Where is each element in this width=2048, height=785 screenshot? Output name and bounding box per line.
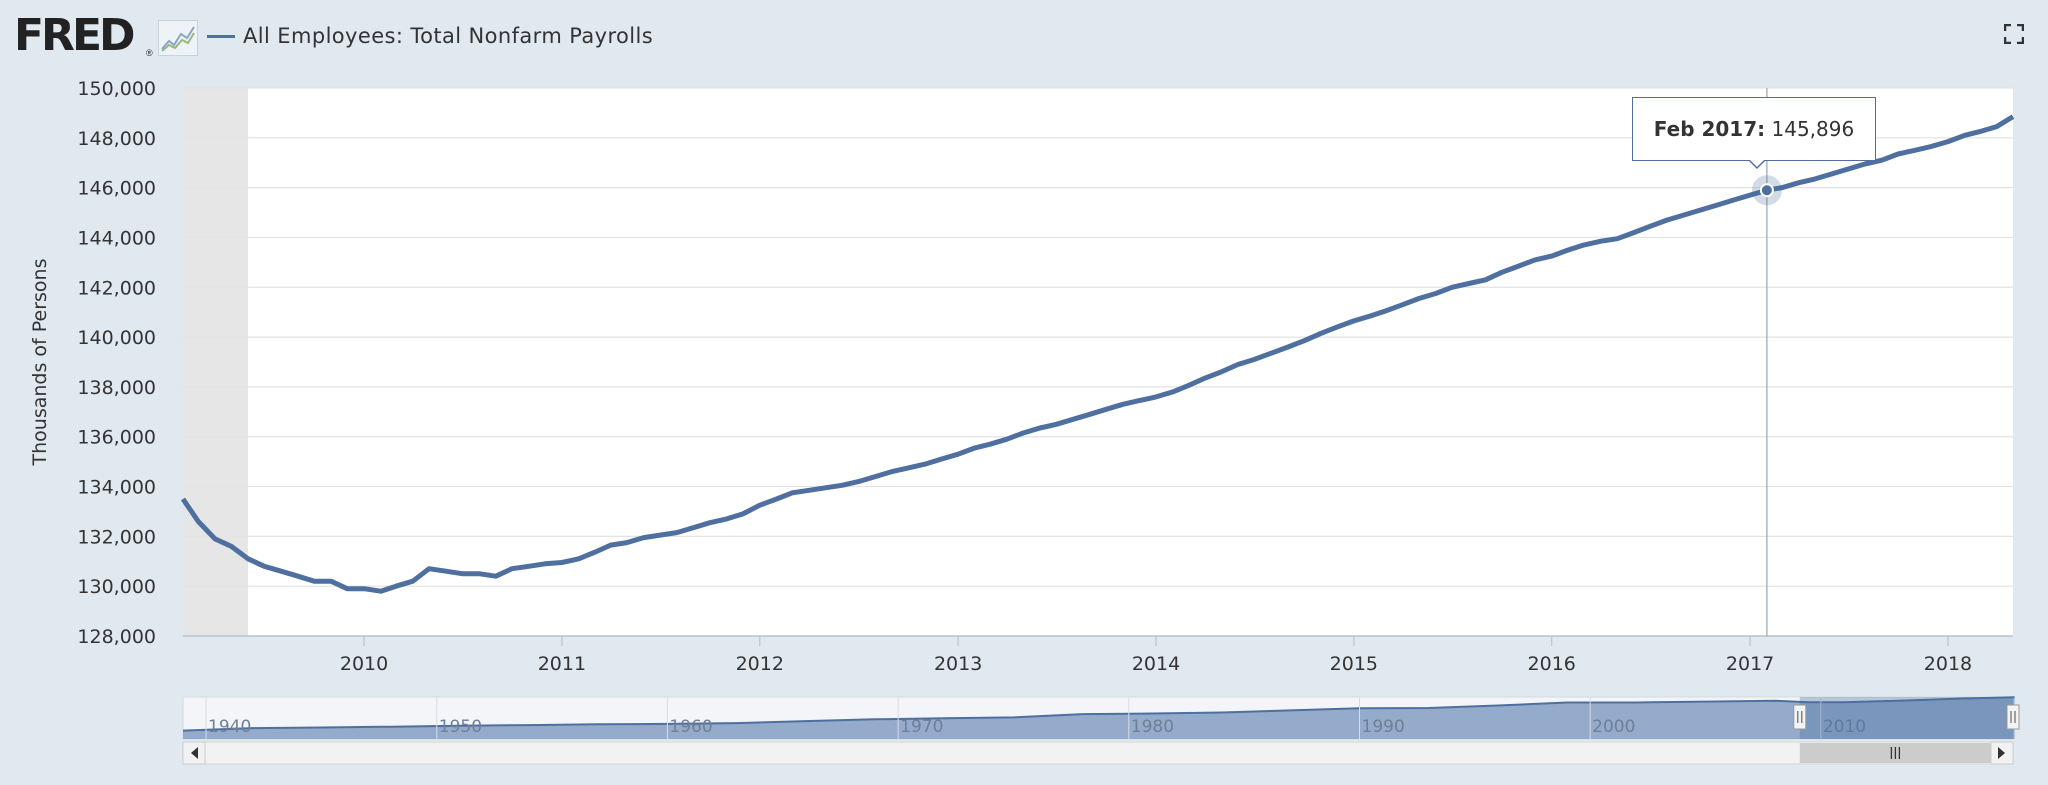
series-title: All Employees: Total Nonfarm Payrolls [243,24,654,48]
scrollbar-thumb[interactable] [1799,743,1991,763]
navigator-left-handle[interactable] [1793,704,1807,730]
navigator-tick-label: 1960 [669,717,712,737]
recession-shading [183,88,249,636]
x-tick-label: 2013 [934,653,982,675]
navigator-tick-label: 2000 [1592,717,1635,737]
y-tick-label: 146,000 [77,178,156,200]
y-tick-label: 134,000 [77,477,156,499]
y-tick-label: 128,000 [77,626,156,648]
navigator-selection[interactable] [1793,697,2020,739]
legend-series-line [207,35,235,38]
arrow-right-icon [1998,747,2005,759]
navigator-tick-label: 1980 [1131,717,1174,737]
line-graph-icon [158,20,198,56]
y-tick-label: 132,000 [77,526,156,548]
navigator-selected-range[interactable] [1799,697,2013,739]
y-tick-label: 150,000 [77,78,156,100]
chart-header: FRED ® All Employees: Total Nonfarm Payr… [0,0,2048,72]
navigator-series [182,696,2015,739]
navigator-tick-label: 1950 [439,717,482,737]
fred-logo[interactable]: FRED [14,10,136,61]
x-tick-label: 2017 [1726,653,1774,675]
y-axis-label: Thousands of Persons [29,259,51,467]
fullscreen-icon[interactable] [2003,23,2025,45]
x-tick-label: 2018 [1924,653,1972,675]
x-tick-label: 2012 [736,653,784,675]
navigator-right-handle[interactable] [2006,704,2020,730]
x-axis-ticks: 2010 2011 2012 2013 2014 2015 2016 2017 2018 [340,636,1972,675]
series-layer [180,114,2015,594]
tooltip-value: 145,896 [1771,117,1855,141]
y-tick-label: 130,000 [77,576,156,598]
navigator-tick-label: 1990 [1362,717,1405,737]
navigator-tick-label: 1970 [900,717,943,737]
x-tick-label: 2011 [538,653,586,675]
navigator-line [182,696,2015,732]
x-tick-label: 2014 [1132,653,1180,675]
handle-body[interactable] [2006,704,2020,730]
grid-lines [183,87,2013,637]
tooltip-crosshair [1751,88,1782,636]
arrow-left-icon [191,747,198,759]
x-tick-label: 2016 [1528,653,1576,675]
scrollbar-track[interactable] [182,741,2014,765]
x-tick-label: 2010 [340,653,388,675]
tooltip-pointer-fill [1749,159,1765,167]
tooltip-date: Feb 2017: [1653,117,1766,141]
series-line [180,114,2015,594]
navigator-tick-label: 1940 [208,717,251,737]
data-tooltip: Feb 2017: 145,896 [1632,97,1876,161]
y-tick-label: 142,000 [77,277,156,299]
y-tick-label: 136,000 [77,427,156,449]
handle-body[interactable] [1793,704,1807,730]
recession-band [183,88,249,636]
navigator-area-fill [183,697,2015,739]
hover-point[interactable] [1759,183,1774,198]
navigator-ticks: 1940 1950 1960 1970 1980 1990 2000 2010 [205,697,1866,739]
registered-mark: ® [146,48,153,58]
y-tick-label: 140,000 [77,327,156,349]
y-tick-label: 138,000 [77,377,156,399]
x-tick-label: 2015 [1330,653,1378,675]
y-axis-ticks: 128,000 130,000 132,000 134,000 136,000 138,0… [77,78,156,648]
navigator-tick-label: 2010 [1823,717,1866,737]
y-tick-label: 144,000 [77,227,156,249]
plot-area [183,88,2013,636]
y-tick-label: 148,000 [77,128,156,150]
